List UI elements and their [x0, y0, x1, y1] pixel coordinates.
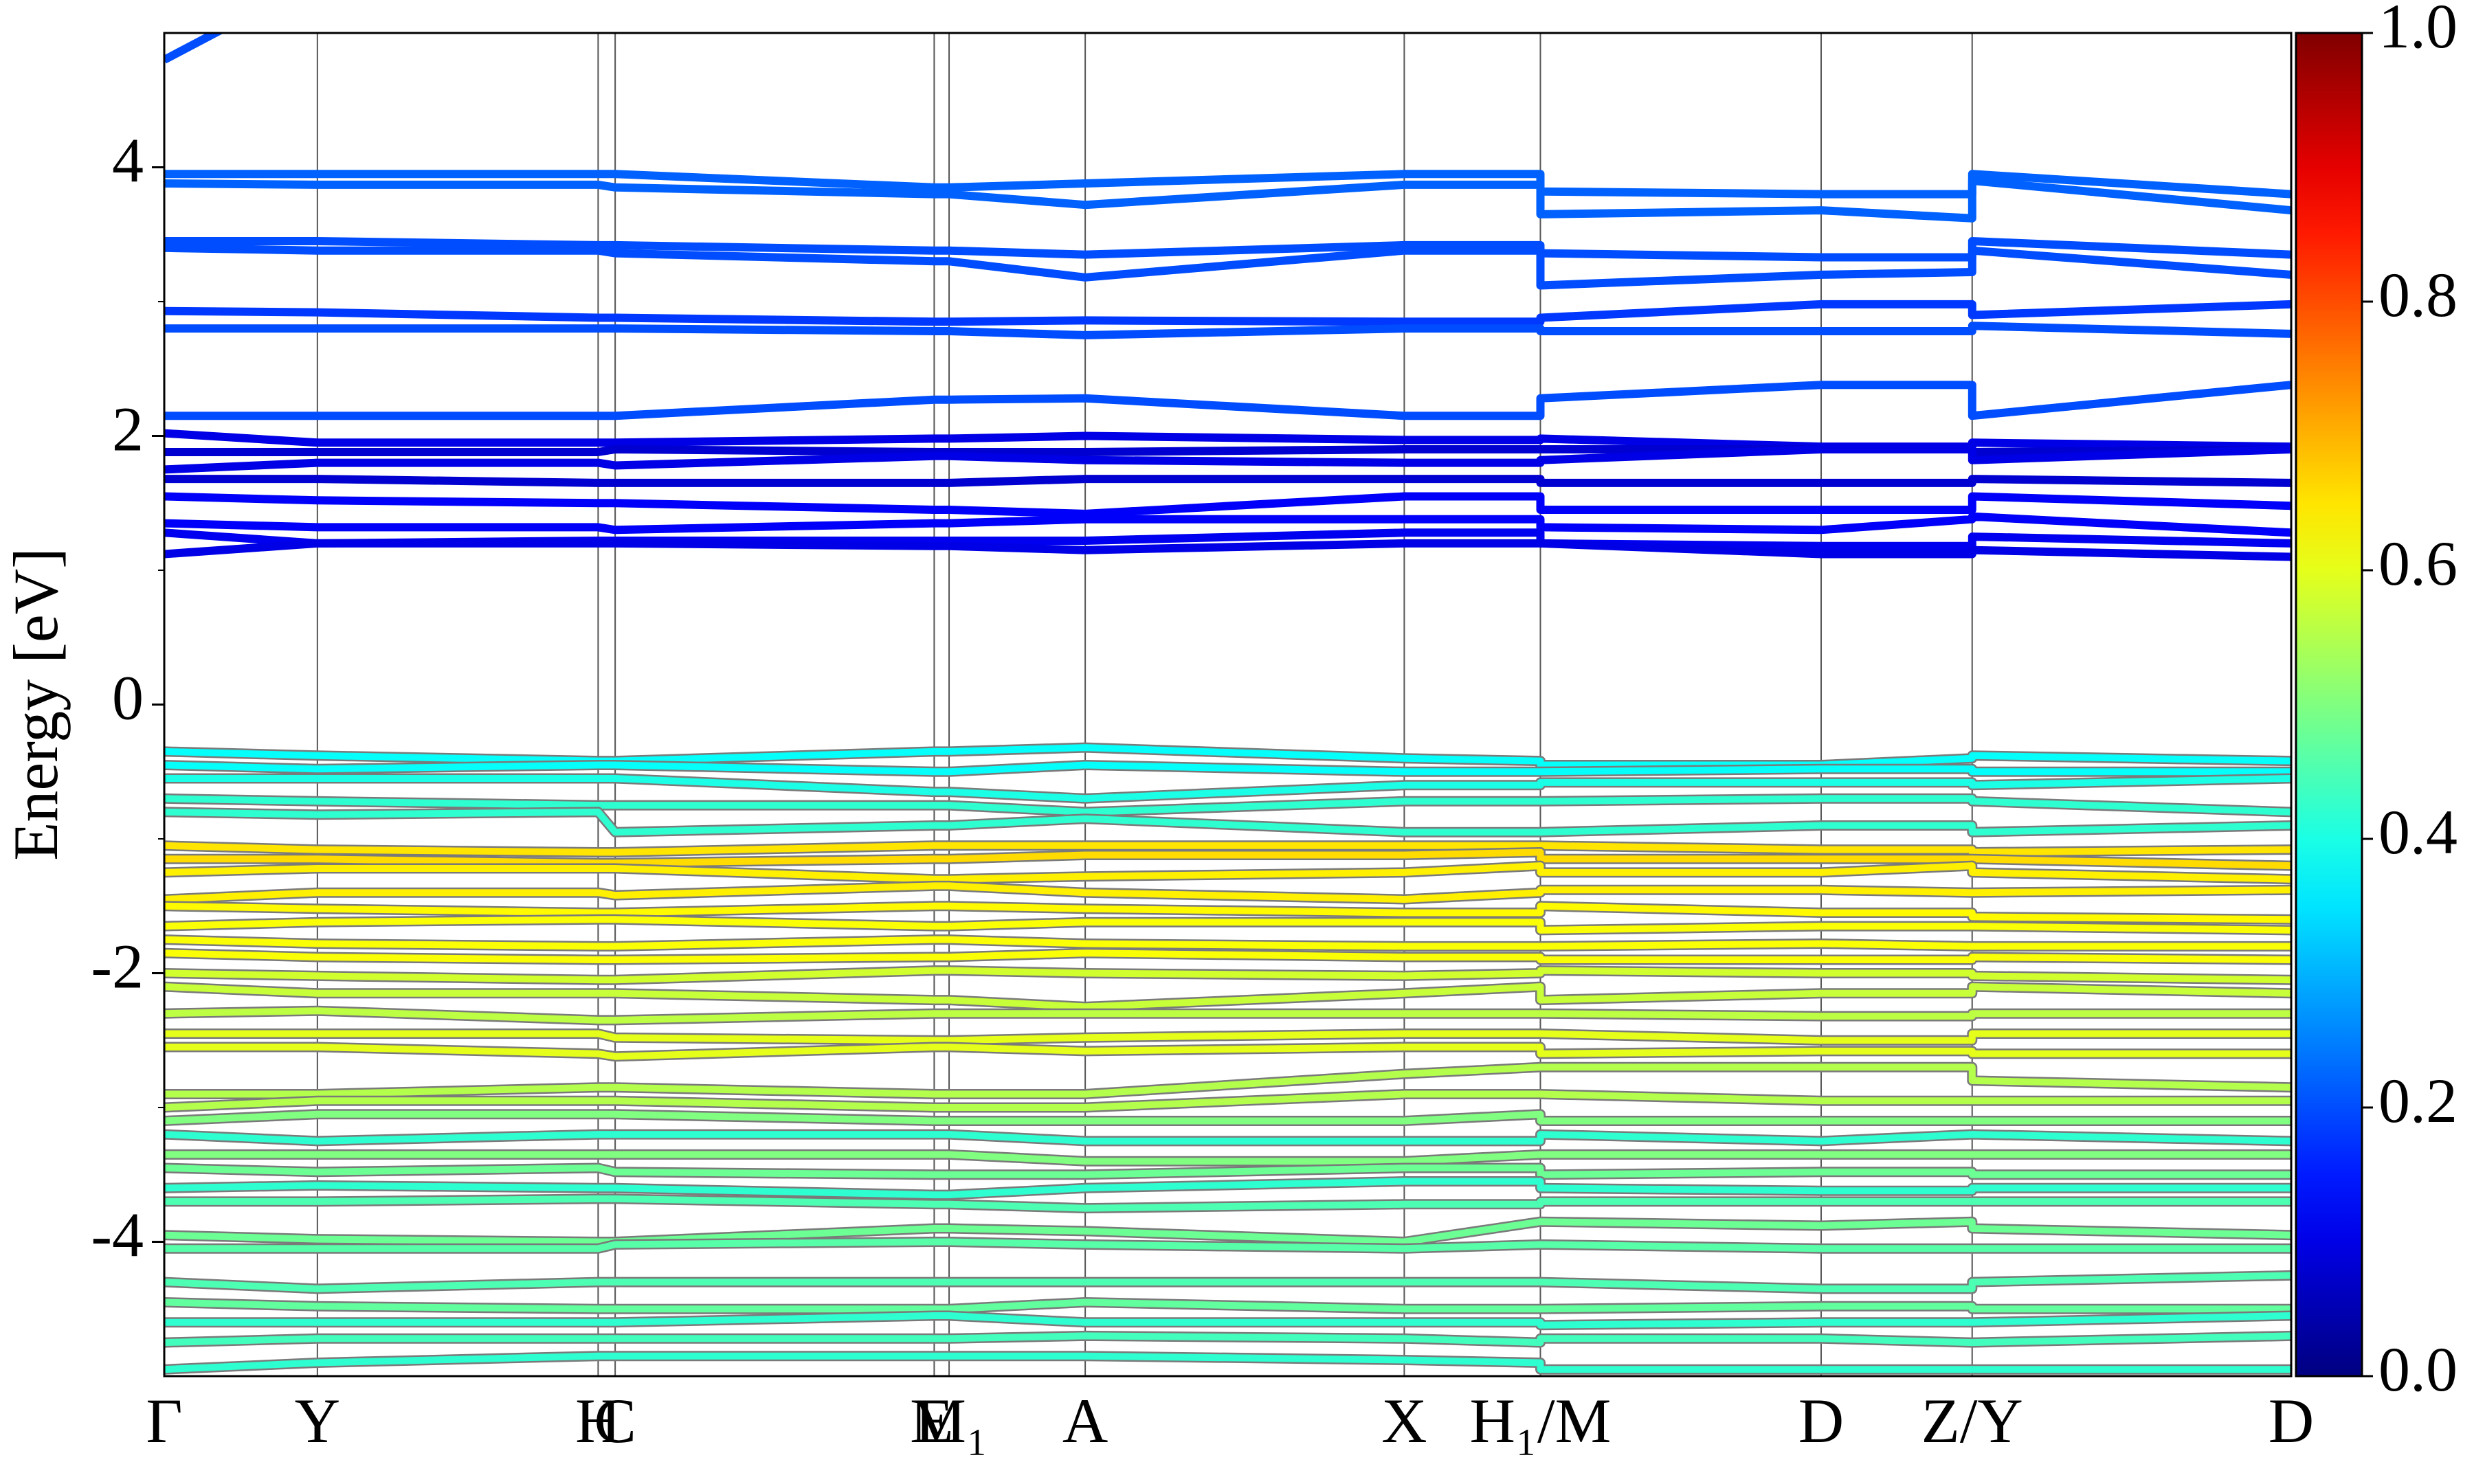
x-tick-label: M₁ — [910, 1386, 988, 1456]
x-tick-label: E — [915, 1386, 953, 1456]
band — [164, 902, 2291, 923]
band — [164, 761, 2291, 776]
band — [164, 882, 2291, 903]
y-tick-label: 4 — [112, 126, 144, 196]
x-tick-label: C — [594, 1386, 636, 1456]
colorbar-tick-label: 0.6 — [2378, 528, 2458, 598]
colorbar — [2295, 32, 2363, 1378]
band — [164, 1007, 2291, 1024]
x-tick-label: H — [575, 1386, 621, 1456]
x-tick-label: A — [1062, 1386, 1108, 1456]
band — [164, 1044, 2291, 1060]
band — [164, 795, 2291, 816]
band — [164, 1064, 2291, 1098]
colorbar-tick-label: 0.8 — [2378, 260, 2458, 330]
band — [164, 1178, 2291, 1199]
x-tick-label: Y — [295, 1386, 340, 1456]
band — [164, 967, 2291, 984]
x-tick-label: Z/Y — [1921, 1386, 2023, 1456]
band — [164, 1131, 2291, 1145]
band — [164, 170, 2291, 199]
y-tick-label: 0 — [112, 663, 144, 733]
band — [164, 808, 2291, 836]
band — [164, 492, 2291, 518]
band — [164, 916, 2291, 934]
band — [164, 381, 2291, 420]
band — [164, 1151, 2291, 1165]
axes: Γ Y HC EM₁ A X H₁/M D Z/Y D -4 -2 0 2 4 0.0 0.2 0.4 0.6 0.8… — [91, 0, 2458, 1456]
band — [164, 445, 2291, 474]
band — [164, 862, 2291, 883]
band — [164, 539, 2291, 561]
band — [164, 237, 2291, 262]
band — [164, 1218, 2291, 1246]
band — [164, 1030, 2291, 1044]
y-tick-label: 2 — [112, 394, 144, 464]
y-tick-label: -4 — [91, 1200, 144, 1270]
x-tick-label: D — [1798, 1386, 1844, 1456]
band — [164, 1312, 2291, 1329]
band — [164, 842, 2291, 856]
plot-frame — [163, 32, 2293, 1378]
colorbar-tick-label: 0.0 — [2378, 1334, 2458, 1404]
band — [164, 775, 2291, 802]
band — [164, 936, 2291, 950]
colorbar-tick-label: 1.0 — [2378, 0, 2458, 61]
band — [164, 949, 2291, 963]
y-axis-label: Energy [eV] — [1, 548, 71, 861]
x-tick-label: D — [2269, 1386, 2314, 1456]
band — [164, 300, 2291, 326]
band — [164, 322, 2291, 339]
band — [164, 848, 2291, 870]
y-tick-label: -2 — [91, 932, 144, 1002]
band — [164, 475, 2291, 487]
band — [164, 243, 2291, 290]
band — [164, 177, 2291, 223]
band — [164, 1298, 2291, 1313]
bands — [164, 33, 2291, 1375]
x-tick-label: X — [1381, 1386, 1427, 1456]
x-tick-label: H₁/M — [1470, 1386, 1612, 1456]
colorbar-tick-label: 0.2 — [2378, 1066, 2458, 1136]
colorbar-tick-label: 0.4 — [2378, 797, 2458, 867]
band — [164, 1332, 2291, 1347]
band — [164, 1272, 2291, 1292]
band — [164, 983, 2291, 1011]
band — [164, 1195, 2291, 1212]
band — [164, 1110, 2291, 1125]
band — [164, 1352, 2291, 1373]
band — [164, 1165, 2291, 1178]
x-tick-label: Γ — [146, 1386, 182, 1456]
band — [164, 1238, 2291, 1252]
band — [164, 512, 2291, 537]
band — [164, 1090, 2291, 1111]
